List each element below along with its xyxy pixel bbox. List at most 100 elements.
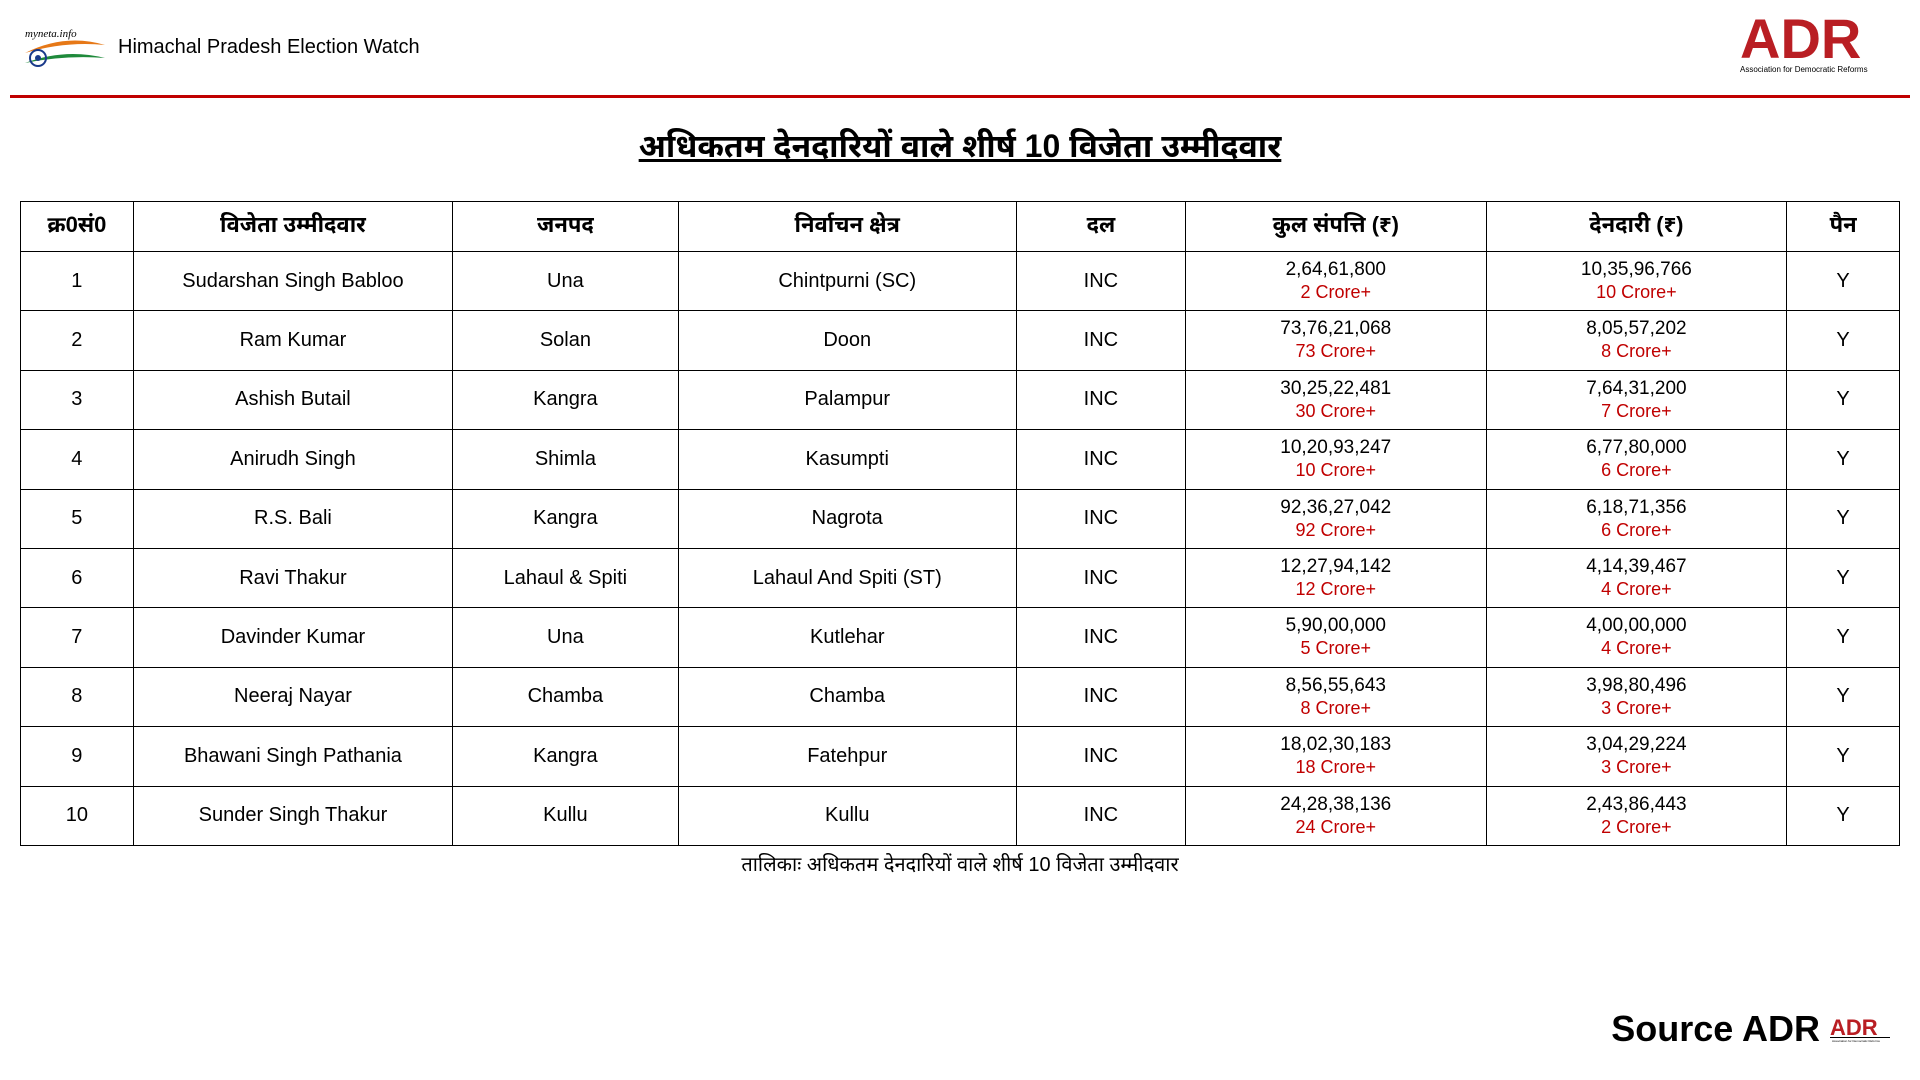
table-container: क्र0सं0 विजेता उम्मीदवार जनपद निर्वाचन क… (0, 201, 1920, 846)
liab-main: 3,04,29,224 (1586, 734, 1686, 755)
col-header-assets: कुल संपत्ति (₹) (1185, 202, 1486, 252)
cell-pan: Y (1787, 252, 1900, 311)
assets-sub: 12 Crore+ (1190, 578, 1482, 601)
assets-sub: 24 Crore+ (1190, 816, 1482, 839)
source-line: Source ADR ADR Association for Democrati… (1611, 1008, 1890, 1050)
col-header-party: दल (1016, 202, 1185, 252)
liab-sub: 4 Crore+ (1491, 637, 1783, 660)
cell-constituency: Kutlehar (678, 608, 1016, 667)
liab-main: 8,05,57,202 (1586, 318, 1686, 339)
cell-pan: Y (1787, 667, 1900, 726)
cell-sn: 1 (21, 252, 134, 311)
cell-party: INC (1016, 430, 1185, 489)
cell-pan: Y (1787, 548, 1900, 607)
cell-assets: 8,56,55,6438 Crore+ (1185, 667, 1486, 726)
svg-text:ADR: ADR (1830, 1015, 1878, 1040)
left-logo-text: Himachal Pradesh Election Watch (118, 36, 420, 59)
cell-assets: 10,20,93,24710 Crore+ (1185, 430, 1486, 489)
cell-party: INC (1016, 786, 1185, 845)
cell-sn: 10 (21, 786, 134, 845)
cell-pan: Y (1787, 370, 1900, 429)
cell-name: Neeraj Nayar (133, 667, 452, 726)
left-logo-block: myneta.info Himachal Pradesh Election Wa… (20, 23, 420, 73)
cell-constituency: Kasumpti (678, 430, 1016, 489)
liab-sub: 8 Crore+ (1491, 340, 1783, 363)
candidates-table: क्र0सं0 विजेता उम्मीदवार जनपद निर्वाचन क… (20, 201, 1900, 846)
cell-assets: 92,36,27,04292 Crore+ (1185, 489, 1486, 548)
cell-party: INC (1016, 608, 1185, 667)
liab-main: 10,35,96,766 (1581, 259, 1692, 280)
col-header-sn: क्र0सं0 (21, 202, 134, 252)
cell-liabilities: 4,14,39,4674 Crore+ (1486, 548, 1787, 607)
col-header-district: जनपद (453, 202, 678, 252)
liab-main: 7,64,31,200 (1586, 378, 1686, 399)
col-header-name: विजेता उम्मीदवार (133, 202, 452, 252)
cell-liabilities: 4,00,00,0004 Crore+ (1486, 608, 1787, 667)
table-row: 5R.S. BaliKangraNagrotaINC92,36,27,04292… (21, 489, 1900, 548)
table-row: 9Bhawani Singh PathaniaKangraFatehpurINC… (21, 727, 1900, 786)
col-header-constituency: निर्वाचन क्षेत्र (678, 202, 1016, 252)
cell-pan: Y (1787, 608, 1900, 667)
assets-main: 8,56,55,643 (1286, 675, 1386, 696)
cell-pan: Y (1787, 311, 1900, 370)
liab-main: 4,00,00,000 (1586, 615, 1686, 636)
cell-assets: 2,64,61,8002 Crore+ (1185, 252, 1486, 311)
cell-district: Solan (453, 311, 678, 370)
assets-sub: 8 Crore+ (1190, 697, 1482, 720)
liab-main: 6,18,71,356 (1586, 497, 1686, 518)
liab-sub: 6 Crore+ (1491, 459, 1783, 482)
assets-main: 92,36,27,042 (1280, 497, 1391, 518)
table-row: 8Neeraj NayarChambaChambaINC8,56,55,6438… (21, 667, 1900, 726)
cell-name: Sudarshan Singh Babloo (133, 252, 452, 311)
adr-logo-icon: ADR Association for Democratic Reforms (1740, 10, 1890, 80)
cell-name: Anirudh Singh (133, 430, 452, 489)
assets-sub: 2 Crore+ (1190, 281, 1482, 304)
table-row: 6Ravi ThakurLahaul & SpitiLahaul And Spi… (21, 548, 1900, 607)
cell-sn: 9 (21, 727, 134, 786)
cell-liabilities: 3,04,29,2243 Crore+ (1486, 727, 1787, 786)
assets-main: 24,28,38,136 (1280, 794, 1391, 815)
assets-main: 5,90,00,000 (1286, 615, 1386, 636)
cell-name: Sunder Singh Thakur (133, 786, 452, 845)
cell-constituency: Fatehpur (678, 727, 1016, 786)
cell-district: Kangra (453, 370, 678, 429)
assets-sub: 10 Crore+ (1190, 459, 1482, 482)
cell-district: Shimla (453, 430, 678, 489)
cell-party: INC (1016, 548, 1185, 607)
cell-constituency: Nagrota (678, 489, 1016, 548)
liab-main: 3,98,80,496 (1586, 675, 1686, 696)
liab-sub: 3 Crore+ (1491, 756, 1783, 779)
cell-name: Davinder Kumar (133, 608, 452, 667)
liab-sub: 2 Crore+ (1491, 816, 1783, 839)
cell-sn: 2 (21, 311, 134, 370)
cell-sn: 4 (21, 430, 134, 489)
cell-assets: 24,28,38,13624 Crore+ (1185, 786, 1486, 845)
svg-text:myneta.info: myneta.info (25, 28, 77, 40)
cell-sn: 3 (21, 370, 134, 429)
table-row: 10Sunder Singh ThakurKulluKulluINC24,28,… (21, 786, 1900, 845)
svg-text:Association for Democratic Ref: Association for Democratic Reforms (1740, 65, 1868, 74)
table-body: 1Sudarshan Singh BablooUnaChintpurni (SC… (21, 252, 1900, 846)
liab-main: 6,77,80,000 (1586, 437, 1686, 458)
cell-district: Una (453, 608, 678, 667)
adr-small-icon: ADR Association for Democratic Reforms (1830, 1015, 1890, 1043)
cell-sn: 6 (21, 548, 134, 607)
cell-name: Ram Kumar (133, 311, 452, 370)
assets-sub: 73 Crore+ (1190, 340, 1482, 363)
assets-main: 30,25,22,481 (1280, 378, 1391, 399)
cell-party: INC (1016, 311, 1185, 370)
cell-name: Ashish Butail (133, 370, 452, 429)
table-caption: तालिकाः अधिकतम देनदारियों वाले शीर्ष 10 … (0, 854, 1920, 880)
assets-main: 2,64,61,800 (1286, 259, 1386, 280)
table-row: 3Ashish ButailKangraPalampurINC30,25,22,… (21, 370, 1900, 429)
liab-sub: 7 Crore+ (1491, 400, 1783, 423)
cell-liabilities: 6,77,80,0006 Crore+ (1486, 430, 1787, 489)
cell-liabilities: 8,05,57,2028 Crore+ (1486, 311, 1787, 370)
col-header-pan: पैन (1787, 202, 1900, 252)
cell-constituency: Kullu (678, 786, 1016, 845)
col-header-liabilities: देनदारी (₹) (1486, 202, 1787, 252)
assets-main: 18,02,30,183 (1280, 734, 1391, 755)
cell-liabilities: 3,98,80,4963 Crore+ (1486, 667, 1787, 726)
liab-sub: 6 Crore+ (1491, 519, 1783, 542)
cell-liabilities: 10,35,96,76610 Crore+ (1486, 252, 1787, 311)
